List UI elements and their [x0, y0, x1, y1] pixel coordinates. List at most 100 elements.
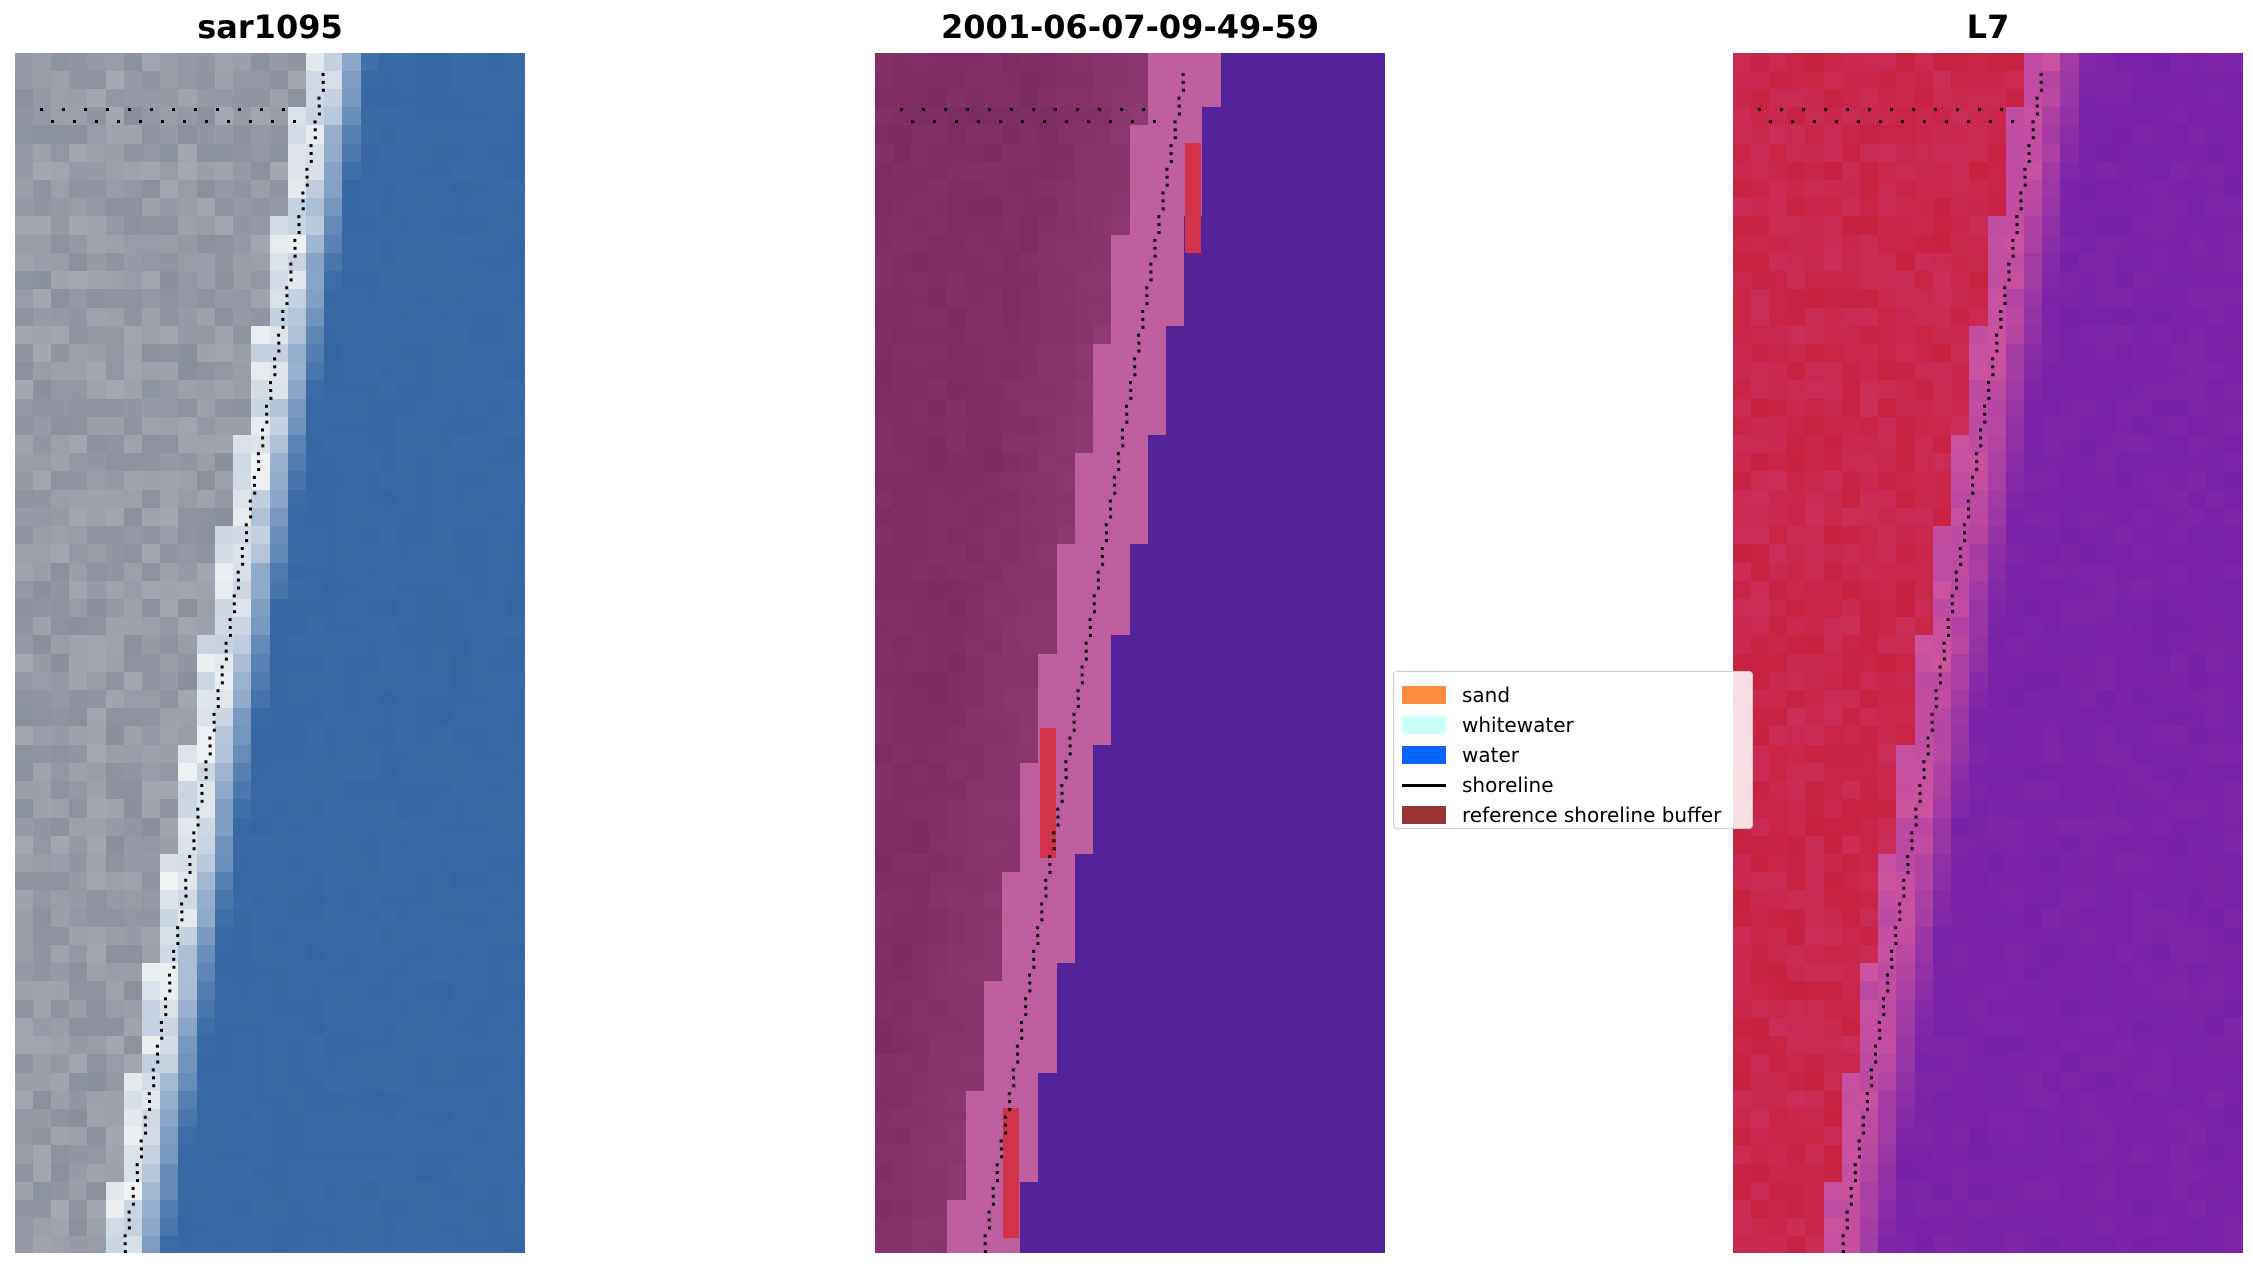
image-pixel [415, 125, 435, 145]
image-pixel [397, 326, 417, 346]
image-pixel [2224, 216, 2243, 236]
image-pixel [1075, 89, 1095, 109]
image-pixel [1330, 107, 1350, 127]
image-pixel [1293, 453, 1313, 473]
image-pixel [361, 180, 381, 200]
image-pixel [15, 508, 35, 528]
image-pixel [87, 1182, 107, 1202]
image-pixel [2151, 289, 2171, 309]
image-pixel [197, 890, 217, 910]
image-pixel [288, 854, 308, 874]
image-pixel [929, 708, 949, 728]
image-pixel [361, 508, 381, 528]
image-pixel [1824, 544, 1844, 564]
shoreline-point [84, 108, 87, 111]
image-pixel [1239, 836, 1259, 856]
image-pixel [875, 927, 895, 947]
image-pixel [2188, 216, 2208, 236]
image-pixel [215, 872, 235, 892]
image-pixel [1202, 125, 1222, 145]
image-pixel [2024, 526, 2044, 546]
image-pixel [160, 1091, 180, 1111]
image-pixel [1111, 1127, 1131, 1147]
image-pixel [1221, 1109, 1241, 1129]
image-pixel [178, 799, 198, 819]
image-pixel [397, 144, 417, 164]
image-pixel [947, 799, 967, 819]
image-pixel [2060, 544, 2080, 564]
image-pixel [1787, 380, 1807, 400]
image-pixel [1366, 1182, 1385, 1202]
image-pixel [15, 53, 35, 73]
image-pixel [1166, 180, 1186, 200]
image-pixel [397, 781, 417, 801]
image-pixel [2170, 198, 2190, 218]
image-pixel [1805, 253, 1825, 273]
image-pixel [270, 981, 290, 1001]
image-pixel [106, 617, 126, 637]
image-pixel [2042, 162, 2062, 182]
image-pixel [1002, 890, 1022, 910]
image-pixel [1860, 89, 1880, 109]
shoreline-point [216, 705, 220, 708]
image-pixel [488, 526, 508, 546]
shoreline-point [249, 507, 252, 511]
image-pixel [1842, 107, 1862, 127]
image-pixel [2115, 289, 2135, 309]
image-pixel [1239, 1109, 1259, 1129]
image-pixel [911, 53, 931, 73]
image-pixel [1969, 198, 1989, 218]
image-pixel [288, 399, 308, 419]
image-pixel [1130, 107, 1150, 127]
image-pixel [106, 1145, 126, 1165]
image-pixel [87, 544, 107, 564]
image-pixel [1860, 107, 1880, 127]
shoreline-point [1024, 1005, 1028, 1009]
image-pixel [2079, 635, 2099, 655]
image-pixel [324, 162, 344, 182]
image-pixel [1020, 890, 1040, 910]
image-pixel [124, 1109, 144, 1129]
shoreline-point [168, 981, 172, 985]
image-pixel [33, 763, 53, 783]
image-pixel [984, 435, 1004, 455]
image-pixel [2133, 563, 2153, 583]
image-pixel [270, 963, 290, 983]
shoreline-point [260, 108, 263, 111]
image-pixel [947, 216, 967, 236]
shoreline-point [1044, 894, 1048, 898]
image-pixel [2170, 490, 2190, 510]
image-pixel [178, 235, 198, 255]
shoreline-point [208, 736, 212, 740]
image-pixel [415, 1018, 435, 1038]
image-pixel [1093, 672, 1113, 692]
image-pixel [1769, 53, 1789, 73]
image-pixel [397, 1236, 417, 1253]
image-pixel [1130, 417, 1150, 437]
image-pixel [397, 818, 417, 838]
image-pixel [51, 927, 71, 947]
image-pixel [15, 253, 35, 273]
image-pixel [2133, 362, 2153, 382]
image-pixel [1824, 53, 1844, 73]
image-pixel [1184, 599, 1204, 619]
image-pixel [488, 1200, 508, 1220]
image-pixel [470, 854, 490, 874]
image-pixel [452, 617, 472, 637]
image-pixel [1221, 635, 1241, 655]
image-pixel [1111, 927, 1131, 947]
image-pixel [506, 107, 525, 127]
image-pixel [1093, 1218, 1113, 1238]
image-pixel [911, 289, 931, 309]
image-pixel [197, 1036, 217, 1056]
image-pixel [342, 635, 362, 655]
image-pixel [1293, 144, 1313, 164]
image-pixel [142, 1127, 162, 1147]
image-pixel [1239, 581, 1259, 601]
image-pixel [929, 836, 949, 856]
image-pixel [87, 690, 107, 710]
image-pixel [324, 1182, 344, 1202]
image-pixel [1075, 198, 1095, 218]
image-pixel [361, 362, 381, 382]
image-pixel [1275, 1182, 1295, 1202]
